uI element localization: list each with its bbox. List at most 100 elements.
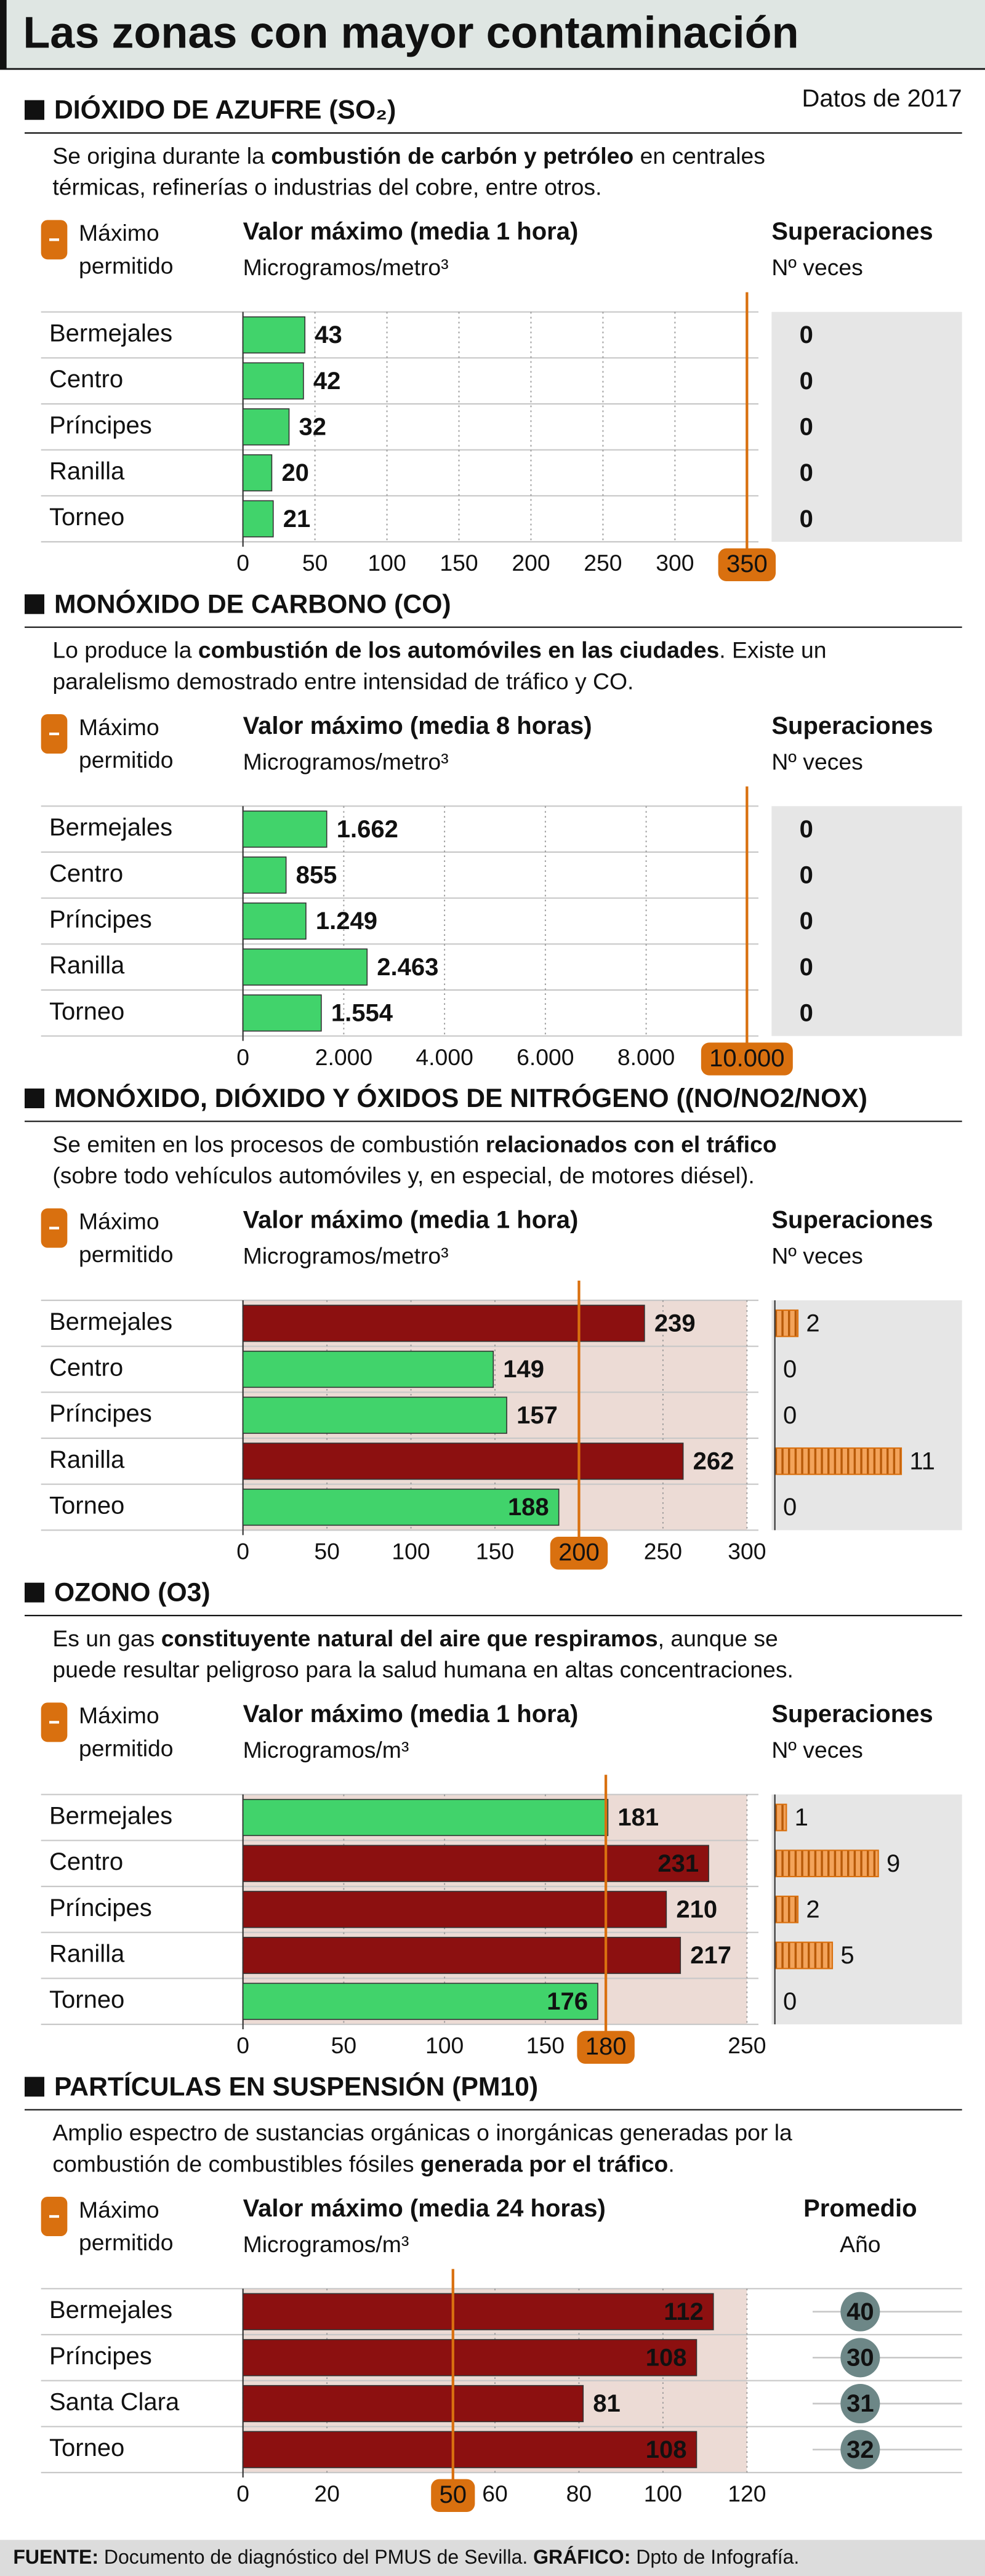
x-tick-label: 150 [476,1539,514,1564]
x-tick-label: 0 [236,1044,249,1070]
bar [242,1350,494,1388]
description-line-run: puede resultar peligroso para la salud h… [52,1657,794,1683]
value-label: 1.662 [337,816,398,843]
x-tick-label: 150 [526,2032,565,2058]
category-label: Bermejales [49,814,172,841]
value-label: 188 [508,1494,549,1521]
description-line: (sobre todo vehículos automóviles y, en … [52,1162,754,1188]
footer-text-run: Documento de diagnóstico del PMUS de Sev… [98,2546,533,2568]
category-label: Ranilla [49,458,125,485]
bar [242,994,322,1032]
category-label: Centro [49,860,123,887]
section-marker [25,2077,44,2097]
right-title: Superaciones [771,218,933,245]
category-label: Ranilla [49,952,125,979]
description-line: Se origina durante la combustión de carb… [52,143,765,169]
exceedance-bar [774,1849,879,1878]
exceedance-value: 2 [806,1896,819,1923]
value-title: Valor máximo (media 8 horas) [243,712,592,739]
header-band [0,0,985,69]
limit-legend: Máximo [79,714,159,740]
x-tick-label: 50 [331,2032,357,2058]
description-line-run: . [668,2151,674,2176]
category-label: Príncipes [49,412,152,439]
category-label: Torneo [49,1492,124,1519]
x-tick-label: 300 [656,550,694,576]
category-label: Centro [49,1848,123,1875]
section-title: OZONO (O3) [54,1578,211,1608]
category-label: Bermejales [49,1803,172,1830]
description-line-run: . Existe un [719,637,826,663]
limit-legend: Máximo [79,2197,159,2223]
limit-badge [701,1042,793,1076]
limit-legend: permitido [79,2229,174,2255]
section-title: MONÓXIDO, DIÓXIDO Y ÓXIDOS DE NITRÓGENO … [54,1083,867,1113]
value-title: Valor máximo (media 1 hora) [243,1701,579,1728]
exceedance-bar [774,1895,799,1923]
category-label: Centro [49,1354,123,1382]
value-label: 262 [693,1448,734,1475]
category-label: Príncipes [49,2343,152,2370]
description-line: térmicas, refinerías o industrias del co… [52,174,601,200]
category-label: Príncipes [49,906,152,933]
section-marker [25,100,44,120]
average-value: 40 [846,2298,874,2325]
exceedance-value: 0 [783,1356,797,1383]
exceedance-value: 5 [840,1942,854,1969]
category-label: Príncipes [49,1400,152,1427]
category-label: Bermejales [49,1308,172,1335]
x-tick-label: 200 [512,550,550,576]
bar [242,948,368,986]
section-marker [25,1089,44,1108]
bar [242,856,287,894]
limit-value: 10.000 [709,1045,784,1072]
value-label: 108 [646,2436,687,2463]
value-label: 1.554 [331,1000,393,1027]
value-label: 176 [547,1988,588,2015]
bar [242,408,290,446]
limit-legend: Máximo [79,1209,159,1234]
value-label: 81 [593,2390,621,2417]
x-tick-label: 4.000 [416,1044,473,1070]
average-value: 31 [846,2390,874,2417]
x-tick-label: 0 [236,2032,249,2058]
limit-legend: permitido [79,1736,174,1761]
limit-legend: Máximo [79,1702,159,1728]
x-tick-label: 100 [392,1539,430,1564]
value-title: Valor máximo (media 1 hora) [243,218,579,245]
x-tick-label: 2.000 [315,1044,372,1070]
value-label: 108 [646,2345,687,2372]
category-label: Centro [49,366,123,393]
x-tick-label: 20 [314,2481,340,2506]
bar [242,2339,698,2377]
bar [242,1396,507,1434]
x-tick-label: 0 [236,1539,249,1564]
x-tick-label: 120 [728,2481,766,2506]
exceedance-value: 0 [800,816,813,843]
exceedance-value: 0 [800,1000,813,1027]
value-label: 149 [503,1356,544,1383]
average-value: 32 [846,2436,874,2463]
exceedance-value: 0 [800,368,813,395]
right-subtitle: Nº veces [771,749,862,775]
value-label: 43 [315,321,342,348]
limit-legend: permitido [79,1241,174,1267]
bar [242,2385,584,2423]
value-label: 112 [664,2298,704,2325]
bar [242,1798,609,1837]
right-title: Superaciones [771,712,933,739]
exceedance-value: 0 [783,1988,797,2015]
description-line: puede resultar peligroso para la salud h… [52,1657,794,1683]
exceedance-panel [771,806,962,1036]
description-line-run: Se origina durante la [52,143,271,169]
description-line-run: constituyente natural del aire que respi… [161,1625,658,1651]
value-title: Valor máximo (media 24 horas) [243,2195,606,2222]
description-line-run: térmicas, refinerías o industrias del co… [52,174,601,200]
exceedance-bar [774,1941,834,1970]
footer-text: FUENTE: Documento de diagnóstico del PMU… [13,2546,799,2568]
category-label: Ranilla [49,1941,125,1968]
header-accent [0,0,7,69]
limit-legend: Máximo [79,220,159,246]
average-value: 30 [846,2345,874,2372]
bar [242,1488,560,1526]
